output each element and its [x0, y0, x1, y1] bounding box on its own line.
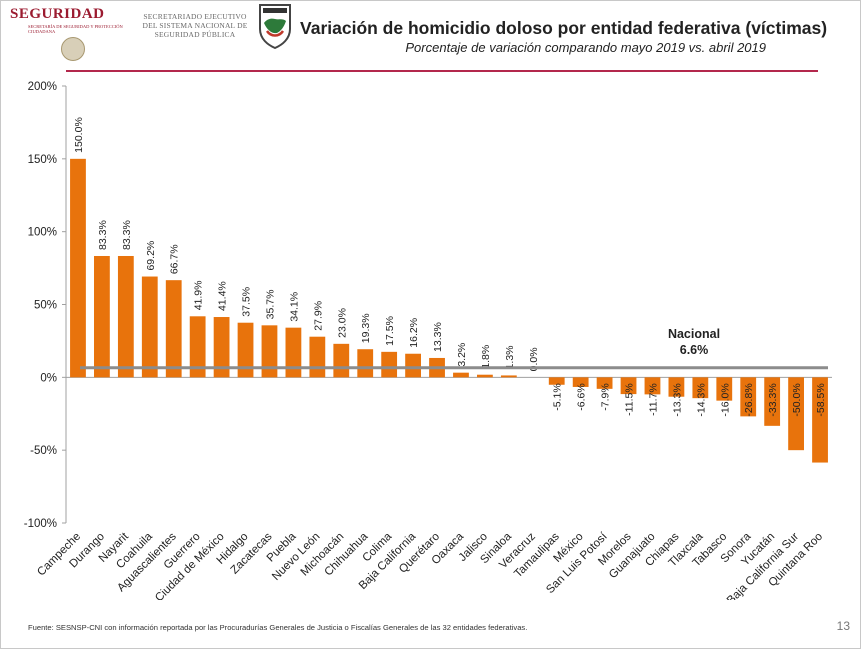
data-label-12: 19.3% — [360, 313, 372, 343]
bar-chart: -100%-50%0%50%100%150%200%150.0%Campeche… — [24, 81, 832, 600]
data-label-31: -58.5% — [815, 383, 827, 416]
brand-subtitle: SECRETARÍA DE SEGURIDAD Y PROTECCIÓN CIU… — [28, 24, 123, 34]
bar-31 — [812, 377, 828, 463]
data-label-22: -7.9% — [600, 383, 612, 410]
bar-5 — [189, 316, 206, 378]
data-label-15: 13.3% — [432, 322, 444, 352]
shield-logo-icon — [259, 4, 291, 49]
bar-28 — [740, 377, 757, 417]
data-label-3: 69.2% — [145, 241, 157, 271]
data-label-28: -26.8% — [743, 383, 755, 416]
bar-16 — [453, 372, 469, 378]
data-label-14: 16.2% — [408, 318, 420, 348]
data-label-0: 150.0% — [73, 117, 85, 153]
data-label-17: 1.8% — [480, 345, 492, 369]
bar-1 — [94, 255, 110, 378]
bar-4 — [165, 280, 182, 378]
bar-2 — [117, 255, 134, 378]
bar-18 — [500, 375, 517, 378]
y-tick-label: 150% — [28, 154, 57, 166]
bar-20 — [548, 377, 565, 385]
bar-22 — [596, 377, 613, 389]
bar-27 — [716, 377, 733, 401]
data-label-4: 66.7% — [169, 244, 181, 274]
bar-21 — [572, 377, 589, 387]
data-label-18: 1.3% — [504, 346, 516, 370]
bar-0 — [70, 158, 86, 378]
page-number: 13 — [836, 619, 850, 633]
bar-10 — [309, 336, 326, 378]
data-label-8: 35.7% — [264, 290, 276, 320]
data-label-11: 23.0% — [336, 308, 348, 338]
data-label-26: -14.3% — [695, 383, 707, 416]
data-label-29: -33.3% — [767, 383, 779, 416]
y-tick-label: 100% — [28, 227, 57, 239]
data-label-2: 83.3% — [121, 220, 133, 250]
bar-9 — [285, 327, 302, 378]
source-note: Fuente: SESNSP-CNI con información repor… — [28, 623, 528, 632]
data-label-21: -6.6% — [576, 383, 588, 410]
y-tick-label: -100% — [24, 518, 57, 530]
y-tick-label: 200% — [28, 81, 57, 93]
data-label-1: 83.3% — [97, 220, 109, 250]
data-label-13: 17.5% — [384, 316, 396, 346]
bar-3 — [141, 276, 158, 378]
data-label-27: -16.0% — [719, 383, 731, 416]
bar-25 — [668, 377, 685, 397]
bar-12 — [357, 349, 374, 378]
brand-wordmark: SEGURIDAD — [10, 6, 105, 22]
bar-13 — [381, 351, 398, 378]
page-title: Variación de homicidio doloso por entida… — [300, 18, 828, 38]
data-label-20: -5.1% — [552, 383, 564, 410]
data-label-19: 0.0% — [528, 347, 540, 371]
data-label-16: 3.2% — [456, 343, 468, 367]
bar-11 — [333, 343, 350, 378]
data-label-9: 34.1% — [288, 292, 300, 322]
y-tick-label: -50% — [30, 445, 57, 457]
national-seal-icon — [61, 37, 85, 61]
data-label-10: 27.9% — [312, 301, 324, 331]
data-label-25: -13.3% — [671, 383, 683, 416]
bar-8 — [261, 325, 278, 378]
bar-24 — [644, 377, 661, 395]
bar-14 — [405, 353, 421, 378]
agency-name: SECRETARIADO EJECUTIVO DEL SISTEMA NACIO… — [142, 12, 248, 39]
data-label-6: 41.4% — [217, 281, 229, 311]
data-label-5: 41.9% — [193, 281, 205, 311]
page-subtitle: Porcentaje de variación comparando mayo … — [405, 40, 766, 55]
bar-26 — [692, 377, 709, 399]
bar-7 — [237, 322, 254, 378]
data-label-7: 37.5% — [241, 287, 253, 317]
national-reference-label: Nacional — [668, 327, 720, 341]
title-divider — [66, 70, 818, 72]
bar-30 — [788, 377, 804, 451]
bar-17 — [477, 374, 493, 378]
data-label-30: -50.0% — [791, 383, 803, 416]
data-label-23: -11.5% — [624, 383, 636, 416]
national-reference-value: 6.6% — [680, 343, 709, 357]
bar-6 — [213, 317, 230, 378]
data-label-24: -11.7% — [647, 383, 659, 416]
y-tick-label: 0% — [40, 372, 57, 384]
y-tick-label: 50% — [34, 300, 57, 312]
bar-23 — [620, 377, 637, 395]
bar-29 — [764, 377, 781, 426]
